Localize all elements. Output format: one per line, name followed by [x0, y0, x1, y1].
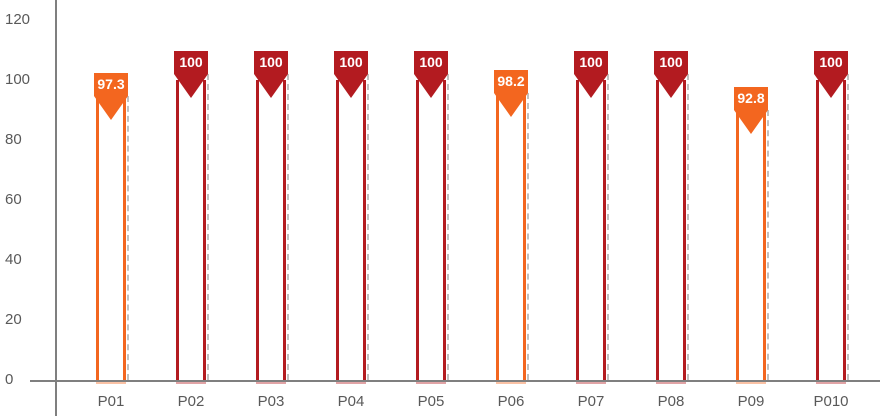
value-marker-label: 92.8: [734, 86, 768, 110]
value-marker-pointer-icon: [654, 74, 688, 98]
bar-dashed-edge: [447, 74, 449, 380]
bar: [816, 80, 846, 380]
value-marker-label: 100: [334, 51, 368, 74]
value-marker: 100: [414, 51, 448, 98]
bar-base-tint: [256, 382, 286, 384]
bar-dashed-edge: [287, 74, 289, 380]
x-axis-label: P09: [737, 393, 765, 410]
bar-dashed-edge: [847, 74, 849, 380]
value-marker-pointer-icon: [94, 96, 128, 121]
bar: [736, 101, 766, 380]
bar-dashed-edge: [207, 74, 209, 380]
value-marker-pointer-icon: [174, 74, 208, 98]
value-marker-pointer-icon: [254, 74, 288, 98]
value-marker: 97.3: [94, 73, 128, 121]
y-axis-tick-label: 60: [5, 191, 22, 208]
bar-dashed-edge: [127, 96, 129, 380]
bar-base-tint: [416, 382, 446, 384]
x-axis-label: P010: [813, 393, 849, 410]
x-axis-label: P02: [177, 393, 205, 410]
x-axis-label: P07: [577, 393, 605, 410]
value-marker-pointer-icon: [574, 74, 608, 98]
bar-dashed-edge: [367, 74, 369, 380]
x-axis-label: P05: [417, 393, 445, 410]
value-marker-pointer-icon: [814, 74, 848, 98]
bar: [656, 80, 686, 380]
bar-base-tint: [656, 382, 686, 384]
y-axis-tick-label: 120: [5, 11, 31, 28]
value-marker-label: 97.3: [94, 73, 128, 97]
y-axis-tick-label: 100: [5, 71, 31, 88]
bar: [496, 85, 526, 380]
bar: [176, 80, 206, 380]
bar: [96, 88, 126, 380]
x-axis-label: P06: [497, 393, 525, 410]
bar: [336, 80, 366, 380]
value-marker-label: 98.2: [494, 70, 528, 94]
bar: [256, 80, 286, 380]
y-axis-line: [55, 0, 57, 416]
bar-base-tint: [496, 382, 526, 384]
value-marker-pointer-icon: [494, 93, 528, 118]
y-axis-tick-label: 0: [5, 371, 14, 388]
bar-base-tint: [96, 382, 126, 384]
bar-base-tint: [336, 382, 366, 384]
bar: [576, 80, 606, 380]
value-marker-label: 100: [254, 51, 288, 74]
value-marker: 100: [654, 51, 688, 98]
value-marker: 100: [574, 51, 608, 98]
value-marker-label: 100: [574, 51, 608, 74]
bar-dashed-edge: [527, 93, 529, 380]
bar-base-tint: [576, 382, 606, 384]
value-marker: 100: [334, 51, 368, 98]
y-axis-tick-label: 80: [5, 131, 22, 148]
value-marker: 92.8: [734, 86, 768, 134]
value-marker-label: 100: [814, 51, 848, 74]
x-axis-label: P01: [97, 393, 125, 410]
value-marker-label: 100: [174, 51, 208, 74]
value-marker: 98.2: [494, 70, 528, 118]
x-axis-label: P03: [257, 393, 285, 410]
y-axis-tick-label: 20: [5, 311, 22, 328]
x-axis-line: [30, 380, 880, 382]
value-marker-label: 100: [654, 51, 688, 74]
bar-dashed-edge: [607, 74, 609, 380]
bar-dashed-edge: [767, 109, 769, 380]
value-marker: 100: [254, 51, 288, 98]
x-axis-label: P08: [657, 393, 685, 410]
y-axis-tick-label: 40: [5, 251, 22, 268]
bar-base-tint: [176, 382, 206, 384]
bar-base-tint: [816, 382, 846, 384]
x-axis-label: P04: [337, 393, 365, 410]
bar-base-tint: [736, 382, 766, 384]
value-marker: 100: [174, 51, 208, 98]
value-marker-pointer-icon: [334, 74, 368, 98]
value-marker: 100: [814, 51, 848, 98]
value-marker-pointer-icon: [734, 109, 768, 134]
bar-dashed-edge: [687, 74, 689, 380]
bar: [416, 80, 446, 380]
value-marker-pointer-icon: [414, 74, 448, 98]
value-marker-label: 100: [414, 51, 448, 74]
